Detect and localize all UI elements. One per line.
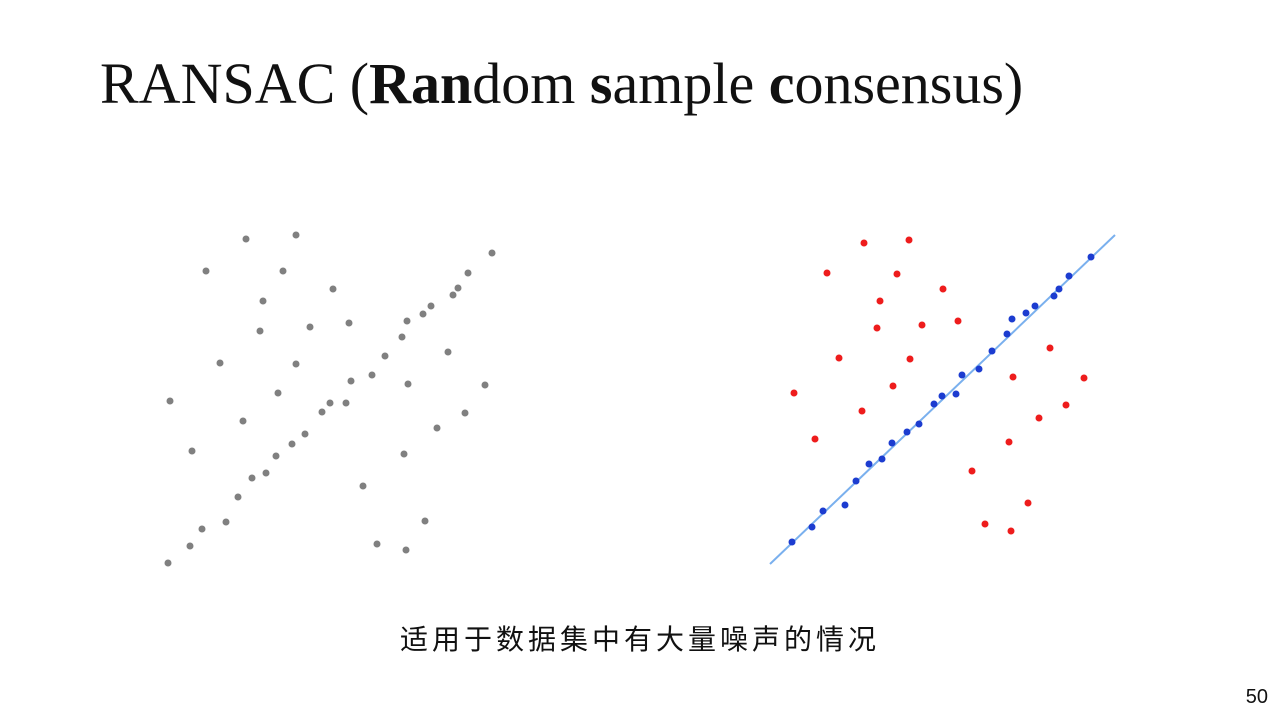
title-part: RANSAC ( <box>100 51 370 116</box>
title-part: ample <box>612 51 769 116</box>
slide-title: RANSAC (Random sample consensus) <box>100 50 1023 117</box>
title-part: Ran <box>369 51 473 116</box>
inlier-points <box>788 253 1095 546</box>
outlier-points <box>790 236 1088 535</box>
caption: 适用于数据集中有大量噪声的情况 <box>399 623 880 656</box>
title-part: onsensus) <box>794 51 1024 116</box>
title-part: dom <box>472 51 590 116</box>
title-part: c <box>768 51 795 116</box>
title-part: s <box>589 51 613 116</box>
page-number: 50 <box>1245 686 1268 708</box>
noisy-points <box>164 231 496 567</box>
fit-line <box>769 234 1116 565</box>
